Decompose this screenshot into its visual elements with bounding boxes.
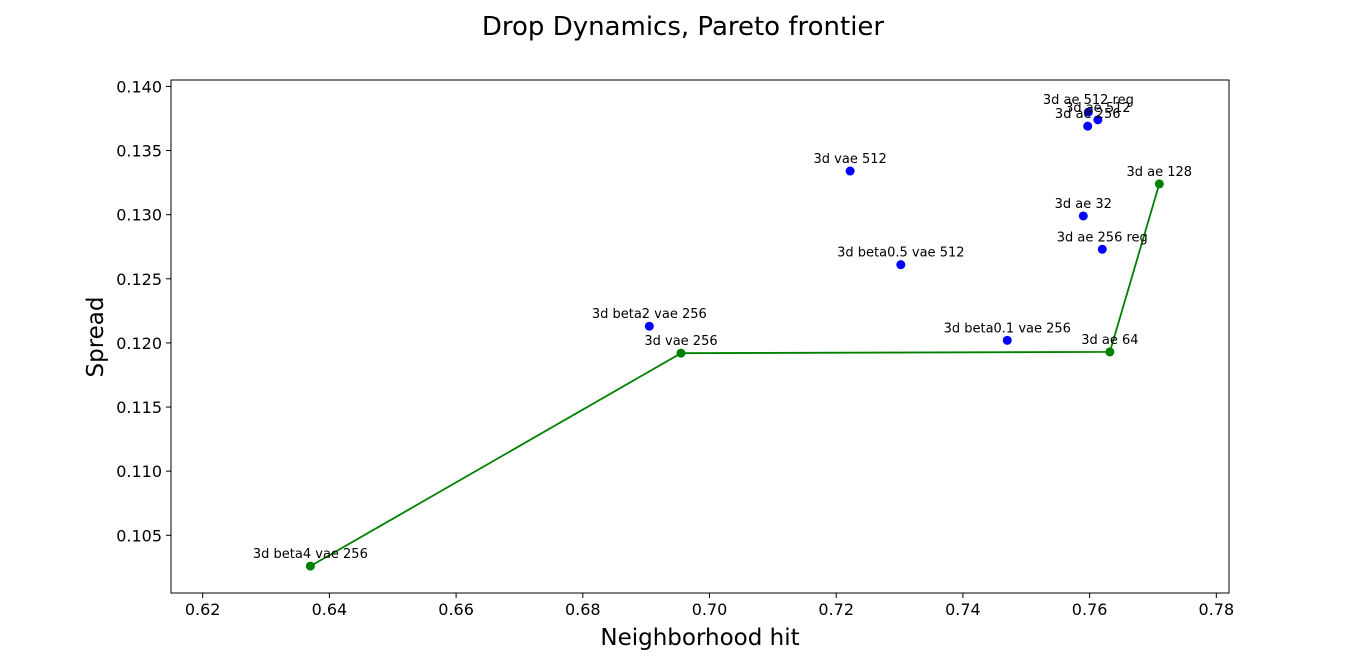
frontier-point <box>1154 179 1164 189</box>
y-axis: 0.105 0.110 0.115 0.120 0.125 0.130 0.135 0.140 <box>116 77 171 545</box>
point-label: 3d ae 512 reg <box>1043 93 1134 108</box>
x-axis-label: Neighborhood hit <box>600 625 799 651</box>
y-tick-label: 0.135 <box>116 142 162 161</box>
x-tick-label: 0.62 <box>185 600 221 619</box>
frontier-point <box>676 348 686 358</box>
data-point <box>1078 211 1088 221</box>
x-tick-label: 0.76 <box>1072 600 1108 619</box>
point-label: 3d beta0.1 vae 256 <box>944 321 1071 336</box>
frontier-point <box>305 561 315 571</box>
data-point <box>1002 335 1012 345</box>
x-tick-label: 0.78 <box>1199 600 1235 619</box>
point-label: 3d ae 512 <box>1065 101 1131 116</box>
data-point <box>845 166 855 176</box>
x-tick-label: 0.68 <box>565 600 601 619</box>
point-labels: 3d beta4 vae 256 3d vae 256 3d ae 64 3d ae … <box>253 93 1192 562</box>
data-point <box>1083 107 1093 117</box>
y-tick-label: 0.130 <box>116 206 162 225</box>
y-tick-label: 0.125 <box>116 270 162 289</box>
point-label: 3d ae 32 <box>1055 197 1112 212</box>
y-tick-label: 0.115 <box>116 398 162 417</box>
x-axis: 0.62 0.64 0.66 0.68 0.70 0.72 0.74 0.76 0.78 <box>185 593 1234 619</box>
y-tick-label: 0.105 <box>116 526 162 545</box>
data-point <box>1083 121 1093 131</box>
frontier-point <box>1105 347 1115 357</box>
point-label: 3d ae 256 reg <box>1057 230 1148 245</box>
x-tick-label: 0.66 <box>438 600 474 619</box>
x-tick-label: 0.72 <box>818 600 854 619</box>
chart-title: Drop Dynamics, Pareto frontier <box>482 12 885 42</box>
data-point <box>1097 244 1107 254</box>
data-point <box>644 321 654 331</box>
x-tick-label: 0.64 <box>312 600 348 619</box>
point-label: 3d beta0.5 vae 512 <box>837 246 964 261</box>
y-tick-label: 0.110 <box>116 462 162 481</box>
point-label: 3d vae 512 <box>814 152 887 167</box>
point-label: 3d beta2 vae 256 <box>592 307 707 322</box>
data-points <box>305 107 1164 571</box>
point-label: 3d ae 256 <box>1055 107 1121 122</box>
point-label: 3d vae 256 <box>644 334 717 349</box>
x-tick-label: 0.70 <box>692 600 728 619</box>
y-tick-label: 0.140 <box>116 77 162 96</box>
plot-frame <box>170 79 1230 594</box>
point-label: 3d ae 128 <box>1127 165 1193 180</box>
x-tick-label: 0.74 <box>945 600 981 619</box>
y-tick-label: 0.120 <box>116 334 162 353</box>
data-point <box>1093 115 1103 125</box>
point-label: 3d beta4 vae 256 <box>253 547 368 562</box>
pareto-frontier-line <box>309 183 1161 567</box>
y-axis-label: Spread <box>83 297 109 378</box>
point-label: 3d ae 64 <box>1081 333 1138 348</box>
data-point <box>896 260 906 270</box>
